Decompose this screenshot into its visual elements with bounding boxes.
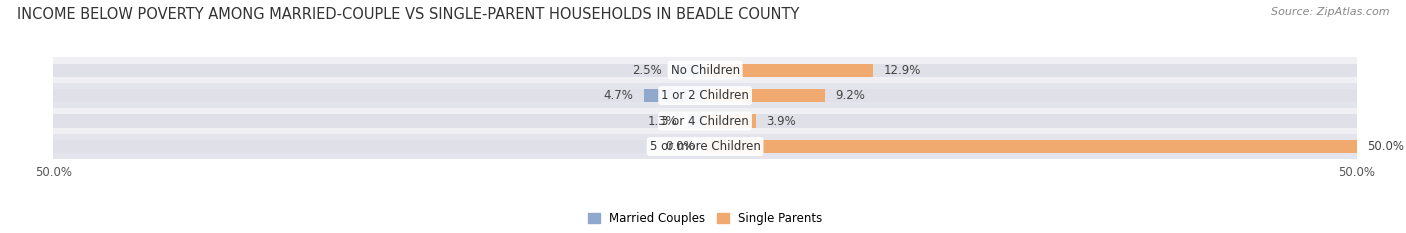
Text: 1 or 2 Children: 1 or 2 Children (661, 89, 749, 102)
Bar (706, 114, 756, 128)
Text: 50.0%: 50.0% (1367, 140, 1405, 153)
Bar (706, 114, 1357, 128)
Bar (706, 64, 1357, 77)
Bar (688, 114, 706, 128)
Text: 4.7%: 4.7% (603, 89, 634, 102)
Bar (706, 89, 825, 102)
Bar (53, 108, 1357, 134)
Text: 0.0%: 0.0% (665, 140, 695, 153)
Text: 2.5%: 2.5% (633, 64, 662, 77)
Text: 5 or more Children: 5 or more Children (650, 140, 761, 153)
Bar (53, 140, 706, 153)
Bar (706, 140, 1357, 153)
Text: 3 or 4 Children: 3 or 4 Children (661, 115, 749, 128)
Legend: Married Couples, Single Parents: Married Couples, Single Parents (588, 212, 823, 225)
Bar (706, 140, 1357, 153)
Bar (53, 64, 706, 77)
Bar (672, 64, 706, 77)
Bar (53, 57, 1357, 83)
Bar (706, 89, 1357, 102)
Bar (53, 89, 706, 102)
Text: INCOME BELOW POVERTY AMONG MARRIED-COUPLE VS SINGLE-PARENT HOUSEHOLDS IN BEADLE : INCOME BELOW POVERTY AMONG MARRIED-COUPL… (17, 7, 799, 22)
Text: 1.3%: 1.3% (648, 115, 678, 128)
Bar (53, 114, 706, 128)
Text: 9.2%: 9.2% (835, 89, 865, 102)
Text: No Children: No Children (671, 64, 740, 77)
Text: 3.9%: 3.9% (766, 115, 796, 128)
Bar (644, 89, 706, 102)
Text: 12.9%: 12.9% (883, 64, 921, 77)
Bar (53, 134, 1357, 159)
Text: Source: ZipAtlas.com: Source: ZipAtlas.com (1271, 7, 1389, 17)
Bar (53, 83, 1357, 108)
Bar (706, 64, 873, 77)
